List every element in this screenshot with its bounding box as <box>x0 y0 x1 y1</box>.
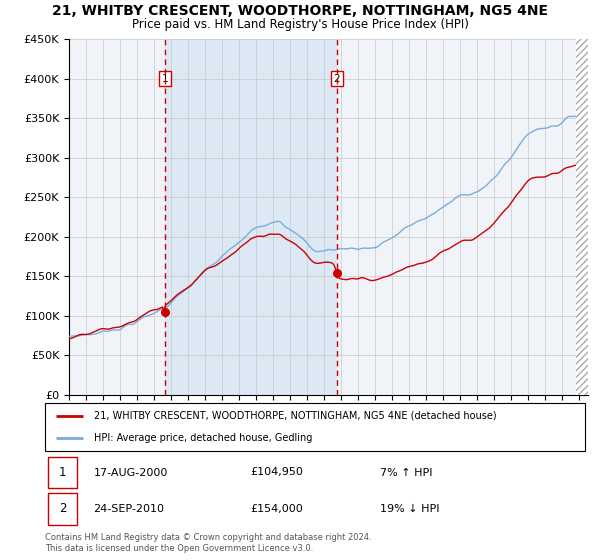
Text: 17-AUG-2000: 17-AUG-2000 <box>94 468 168 478</box>
FancyBboxPatch shape <box>48 493 77 525</box>
Text: 21, WHITBY CRESCENT, WOODTHORPE, NOTTINGHAM, NG5 4NE: 21, WHITBY CRESCENT, WOODTHORPE, NOTTING… <box>52 4 548 18</box>
Text: £154,000: £154,000 <box>250 504 303 514</box>
Text: HPI: Average price, detached house, Gedling: HPI: Average price, detached house, Gedl… <box>94 433 312 444</box>
Text: 2: 2 <box>334 74 340 83</box>
Text: 21, WHITBY CRESCENT, WOODTHORPE, NOTTINGHAM, NG5 4NE (detached house): 21, WHITBY CRESCENT, WOODTHORPE, NOTTING… <box>94 410 496 421</box>
Text: Price paid vs. HM Land Registry's House Price Index (HPI): Price paid vs. HM Land Registry's House … <box>131 18 469 31</box>
Text: 19% ↓ HPI: 19% ↓ HPI <box>380 504 439 514</box>
Text: 1: 1 <box>59 466 66 479</box>
Point <box>160 307 170 316</box>
Text: £104,950: £104,950 <box>250 468 303 478</box>
Text: 7% ↑ HPI: 7% ↑ HPI <box>380 468 432 478</box>
Polygon shape <box>576 39 588 395</box>
Text: 2: 2 <box>59 502 66 515</box>
Bar <box>165 39 337 395</box>
FancyBboxPatch shape <box>45 403 585 451</box>
Text: 24-SEP-2010: 24-SEP-2010 <box>94 504 164 514</box>
Point <box>332 269 341 278</box>
FancyBboxPatch shape <box>48 456 77 488</box>
Text: Contains HM Land Registry data © Crown copyright and database right 2024.
This d: Contains HM Land Registry data © Crown c… <box>45 533 371 553</box>
Text: 1: 1 <box>161 74 168 83</box>
